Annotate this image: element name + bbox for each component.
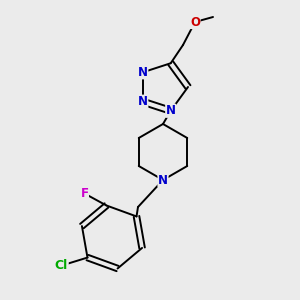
Text: N: N bbox=[138, 95, 148, 108]
Text: O: O bbox=[190, 16, 200, 28]
Text: Cl: Cl bbox=[55, 259, 68, 272]
Text: N: N bbox=[158, 173, 168, 187]
Text: N: N bbox=[166, 104, 176, 117]
Text: F: F bbox=[80, 187, 88, 200]
Text: N: N bbox=[138, 66, 148, 79]
